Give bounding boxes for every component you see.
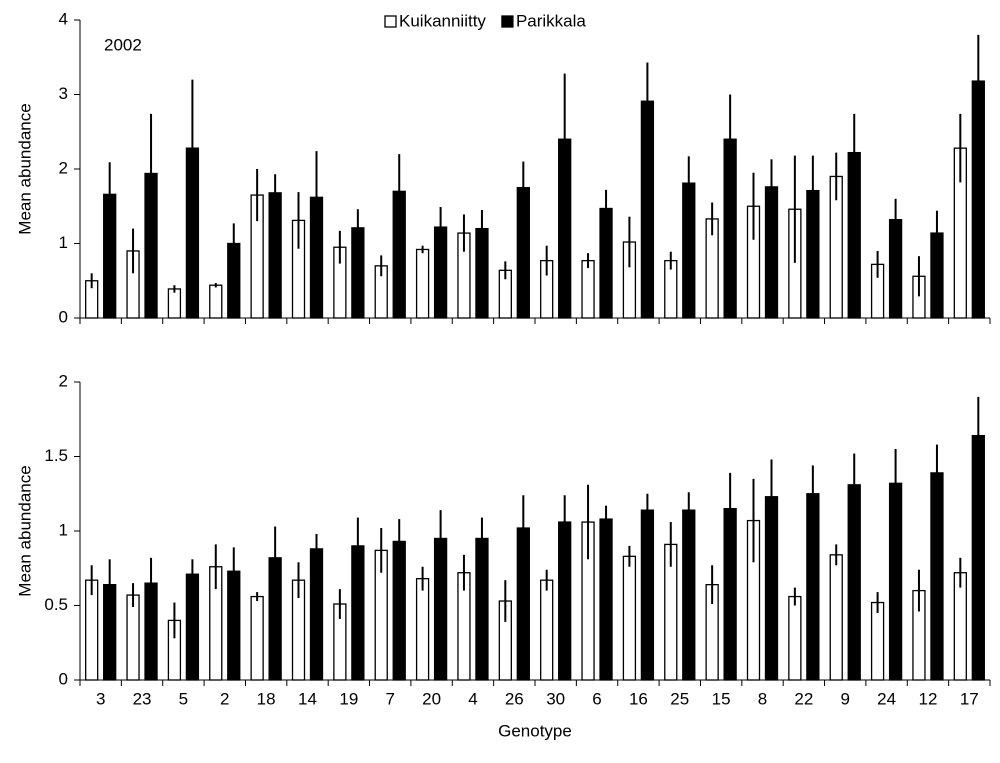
x-tick-label: 15 [712,689,731,708]
y-tick-label: 4 [59,9,68,28]
y-tick-label: 1 [59,520,68,539]
y-tick-label: 1 [59,233,68,252]
legend-label: Parikkala [516,11,586,30]
y-tick-label: 1.5 [44,446,68,465]
legend-swatch [501,15,514,28]
bar [309,548,324,681]
bar [475,537,489,681]
x-tick-label: 16 [629,689,648,708]
x-tick-label: 20 [422,689,441,708]
x-tick-label: 30 [546,689,565,708]
x-tick-label: 17 [960,689,979,708]
x-tick-label: 9 [840,689,849,708]
bar [788,595,802,681]
bar [540,579,554,681]
bar [930,472,944,681]
x-tick-label: 14 [298,689,317,708]
bar [268,192,282,319]
y-tick-label: 0 [59,669,68,688]
x-tick-label: 2 [220,689,229,708]
bar [209,284,223,319]
y-tick-label: 0.5 [44,595,68,614]
legend-label: Kuikanniitty [399,11,486,30]
x-tick-label: 8 [758,689,767,708]
bar [85,579,99,681]
x-tick-label: 3 [96,689,105,708]
x-tick-label: 7 [385,689,394,708]
bar [599,518,613,681]
y-tick-label: 2 [59,371,68,390]
y-axis-label: Mean abundance [15,465,34,596]
x-tick-label: 12 [918,689,937,708]
x-tick-label: 23 [133,689,152,708]
bar [581,259,595,319]
x-axis-label: Genotype [498,721,572,740]
bar [953,572,967,681]
x-tick-label: 26 [505,689,524,708]
bar [415,248,430,319]
legend-swatch [384,15,397,28]
bar [829,554,843,681]
x-tick-label: 18 [257,689,276,708]
bar [640,509,655,681]
bar [126,594,140,681]
x-tick-label: 5 [179,689,188,708]
bar [415,578,430,681]
bar [185,573,200,681]
bar [250,595,264,681]
y-tick-label: 3 [59,84,68,103]
y-axis-label: Mean abundance [15,103,34,234]
y-tick-label: 2 [59,158,68,177]
bar [167,288,182,319]
y-tick-label: 0 [59,307,68,326]
x-tick-label: 4 [468,689,477,708]
x-tick-label: 25 [670,689,689,708]
bar [870,601,885,681]
bar [682,509,696,681]
x-tick-label: 24 [877,689,896,708]
x-tick-label: 19 [339,689,358,708]
x-tick-label: 6 [592,689,601,708]
bar [622,555,637,681]
x-tick-label: 22 [794,689,813,708]
annotation: 2002 [104,35,142,54]
